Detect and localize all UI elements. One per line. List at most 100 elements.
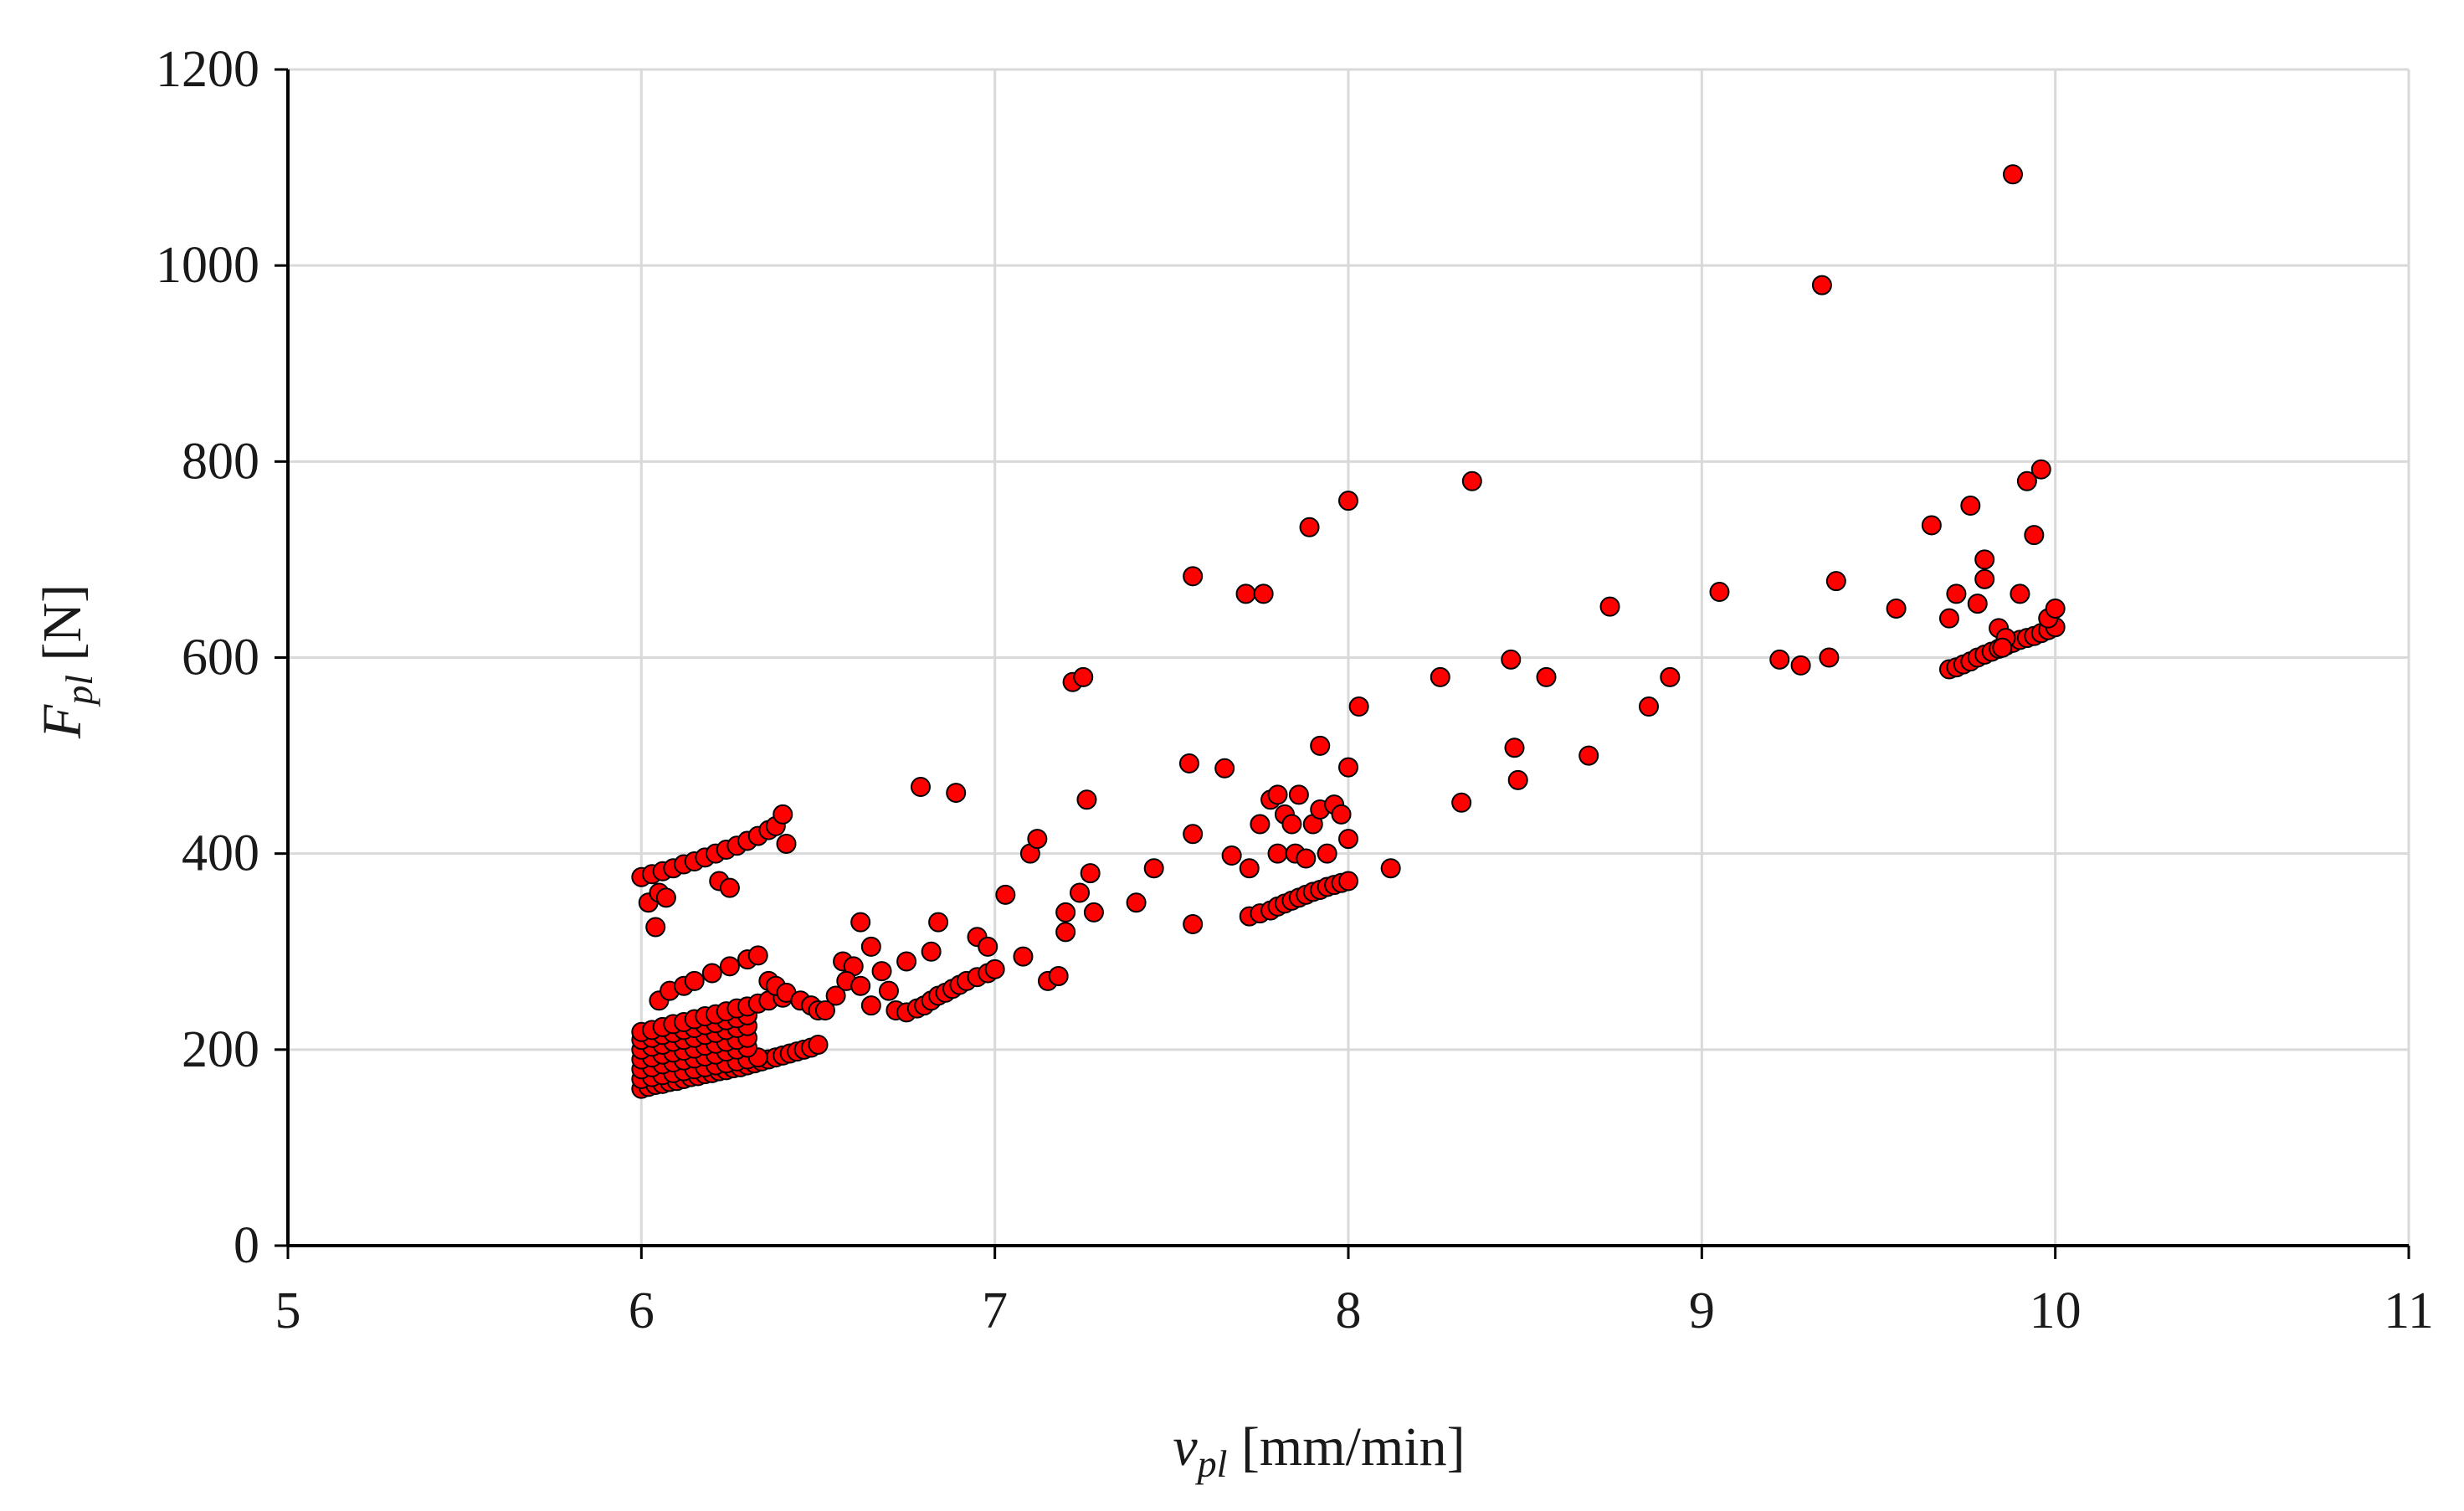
data-point	[1317, 843, 1337, 864]
data-point	[1967, 594, 1988, 614]
data-point	[878, 980, 899, 1001]
data-point	[1183, 566, 1204, 587]
data-point	[1076, 789, 1097, 810]
y-tick-label: 400	[182, 825, 259, 882]
data-point	[719, 877, 740, 898]
data-point	[1946, 583, 1967, 604]
data-point	[1338, 491, 1358, 511]
y-tick-label: 1200	[156, 41, 259, 98]
data-point	[860, 936, 881, 957]
data-point	[1338, 871, 1358, 892]
tick-labels: 5 6 7 8 9 10 11 0 200 400 600 800 1000 1200	[156, 41, 2434, 1339]
data-point	[1974, 549, 1995, 570]
data-point	[1253, 583, 1274, 604]
data-point	[1055, 922, 1076, 943]
data-point	[1338, 757, 1358, 778]
data-point	[2010, 583, 2030, 604]
y-tick-label: 600	[182, 630, 259, 686]
data-point	[946, 783, 967, 804]
data-point	[1221, 845, 1242, 866]
data-point	[1331, 804, 1352, 825]
data-point	[1299, 517, 1320, 537]
data-point	[1296, 848, 1317, 869]
data-point	[1960, 496, 1981, 517]
data-point	[1638, 696, 1659, 717]
data-point	[860, 995, 881, 1016]
data-point	[655, 887, 676, 908]
data-point	[1819, 647, 1840, 668]
data-point	[995, 884, 1016, 905]
data-point	[1143, 858, 1164, 879]
data-point	[1921, 515, 1942, 536]
data-point	[1461, 470, 1482, 491]
data-point	[1013, 946, 1034, 967]
y-tick-label: 200	[182, 1021, 259, 1078]
data-point	[1250, 814, 1270, 835]
data-point	[1451, 792, 1472, 813]
y-tick-label: 1000	[156, 237, 259, 294]
data-point	[928, 912, 949, 933]
data-point	[896, 951, 917, 972]
x-tick-label: 7	[982, 1282, 1008, 1339]
data-point	[1214, 758, 1235, 779]
data-point	[1070, 882, 1091, 903]
data-point	[1310, 735, 1331, 756]
data-point	[1073, 666, 1094, 687]
data-point	[1380, 858, 1401, 879]
data-point	[1825, 571, 1846, 592]
data-point	[1288, 784, 1309, 805]
data-point	[1507, 769, 1528, 790]
data-point	[1599, 596, 1620, 617]
data-point	[814, 1000, 835, 1020]
data-points	[631, 164, 2066, 1099]
data-point	[1267, 843, 1288, 864]
x-tick-label: 11	[2384, 1282, 2434, 1339]
data-point	[1080, 863, 1101, 884]
data-point	[1235, 583, 1256, 604]
data-point	[1027, 829, 1048, 850]
x-tick-label: 6	[629, 1282, 654, 1339]
data-point	[1790, 655, 1811, 676]
data-point	[2016, 470, 2037, 491]
data-point	[1267, 784, 1288, 805]
data-point	[2030, 459, 2051, 480]
data-point	[1578, 745, 1599, 766]
data-point	[2024, 525, 2045, 546]
axes	[275, 68, 2410, 1259]
data-point	[719, 956, 740, 977]
data-point	[701, 963, 722, 984]
data-point	[1048, 966, 1069, 987]
data-point	[1811, 275, 1832, 296]
data-point	[773, 804, 793, 825]
data-point	[1992, 637, 2013, 658]
data-point	[1769, 649, 1790, 670]
x-tick-label: 5	[275, 1282, 301, 1339]
data-point	[850, 975, 871, 996]
data-point	[1055, 902, 1076, 923]
data-point	[1938, 608, 1959, 629]
y-tick-label: 0	[234, 1217, 259, 1274]
data-point	[776, 833, 797, 854]
data-point	[1183, 824, 1204, 845]
data-point	[1183, 913, 1204, 934]
data-point	[1178, 753, 1199, 773]
y-axis-title: Fpl [N]	[32, 584, 100, 739]
data-point	[850, 912, 871, 933]
x-tick-label: 9	[1689, 1282, 1715, 1339]
data-point	[1281, 814, 1302, 835]
y-tick-label: 800	[182, 433, 259, 490]
data-point	[871, 961, 892, 982]
data-point	[921, 941, 942, 962]
data-point	[2002, 164, 2023, 185]
data-point	[1083, 902, 1104, 923]
data-point	[1709, 582, 1730, 603]
data-point	[1504, 738, 1525, 758]
data-point	[1430, 666, 1450, 687]
data-point	[984, 959, 1005, 979]
data-point	[1886, 598, 1907, 619]
data-point	[1660, 666, 1681, 687]
data-point	[1974, 568, 1995, 589]
x-tick-label: 8	[1336, 1282, 1362, 1339]
data-point	[645, 917, 666, 938]
